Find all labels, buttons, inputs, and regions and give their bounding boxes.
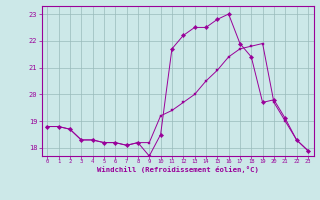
X-axis label: Windchill (Refroidissement éolien,°C): Windchill (Refroidissement éolien,°C) [97, 166, 259, 173]
